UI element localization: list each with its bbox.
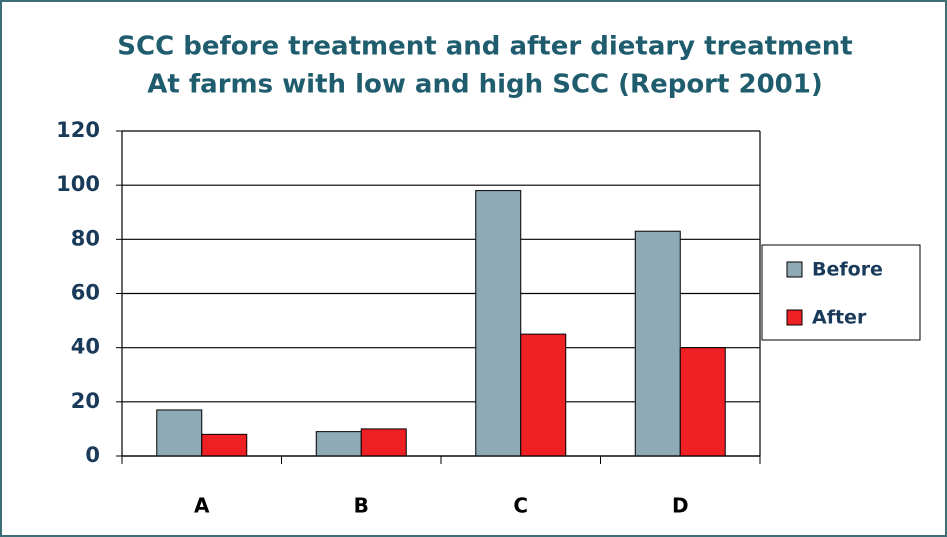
bar	[679, 347, 726, 457]
x-tick-label: D	[672, 494, 689, 518]
bar	[360, 428, 407, 457]
x-tick-label: A	[194, 494, 210, 518]
bar	[315, 431, 362, 457]
bar	[475, 190, 522, 457]
y-tick-label: 60	[71, 281, 100, 305]
bar	[520, 333, 567, 457]
y-tick-label: 40	[71, 335, 100, 359]
bar	[201, 433, 248, 457]
y-tick-label: 100	[56, 172, 100, 196]
chart-title: SCC before treatment and after dietary t…	[117, 32, 852, 62]
x-tick-label: C	[513, 494, 528, 518]
y-tick-label: 120	[56, 118, 100, 142]
bar	[634, 230, 681, 457]
y-tick-label: 20	[71, 389, 100, 413]
bar	[156, 409, 203, 457]
legend-swatch	[786, 309, 803, 326]
y-tick-label: 80	[71, 226, 100, 250]
legend-swatch	[786, 261, 803, 278]
legend-label: After	[812, 307, 867, 329]
legend-label: Before	[812, 259, 883, 281]
chart-subtitle: At farms with low and high SCC (Report 2…	[147, 70, 822, 100]
x-tick-label: B	[354, 494, 369, 518]
y-tick-label: 0	[85, 443, 100, 467]
